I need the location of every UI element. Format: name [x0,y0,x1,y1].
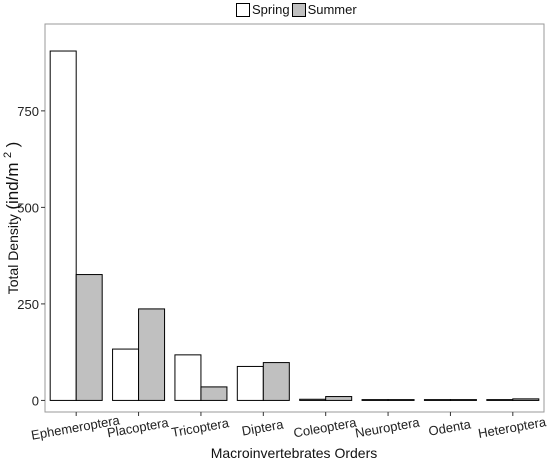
legend: Spring Summer [236,2,359,17]
legend-swatch-spring [236,2,250,17]
bar-spring-heteroptera [486,399,514,401]
x-tick-label: Coleoptera [292,415,358,441]
bars [49,50,540,401]
bar-spring-neuroptera [361,399,389,401]
legend-item-spring: Spring [236,2,292,17]
y-axis-title-unit: (ind/m [3,162,22,209]
legend-swatch-summer [291,2,306,17]
x-tick-label: Tricoptera [170,415,231,440]
legend-label-summer: Summer [307,2,357,17]
bar-spring-diptera [236,365,264,401]
legend-item-summer: Summer [291,2,359,17]
bar-summer-coleoptera [325,396,353,401]
bar-summer-tricoptera [200,386,228,401]
bar-spring-ephemeroptera [49,50,77,401]
x-tick-label: Diptera [241,416,286,438]
bar-summer-placoptera [138,308,166,401]
bar-summer-neuroptera [387,399,415,401]
y-axis-title-main: Total Density [5,214,21,294]
y-tick-label: 500 [17,200,39,215]
bar-spring-tricoptera [174,354,202,401]
bar-summer-ephemeroptera [75,274,103,401]
x-axis-title: Macroinvertebrates Orders [211,445,378,461]
bar-spring-coleoptera [299,398,327,401]
y-tick-label: 0 [32,393,39,408]
bar-spring-odenta [423,399,451,401]
x-tick-label: Heteroptera [477,414,548,441]
legend-label-spring: Spring [252,2,290,17]
x-tick-label: Neuroptera [354,414,421,440]
bar-spring-placoptera [112,348,140,401]
y-axis: 0 250 500 750 [17,104,45,408]
bar-summer-odenta [449,399,477,401]
y-tick-label: 250 [17,297,39,312]
y-axis-title-sup: 2 [2,152,14,158]
y-tick-label: 750 [17,104,39,119]
x-tick-label: Odenta [427,416,472,438]
y-axis-title: Total Density (ind/m 2 ) [0,142,22,295]
bar-summer-heteroptera [512,398,540,401]
plot-panel [44,23,545,413]
bar-summer-diptera [262,362,290,401]
y-axis-title-close: ) [3,142,22,148]
